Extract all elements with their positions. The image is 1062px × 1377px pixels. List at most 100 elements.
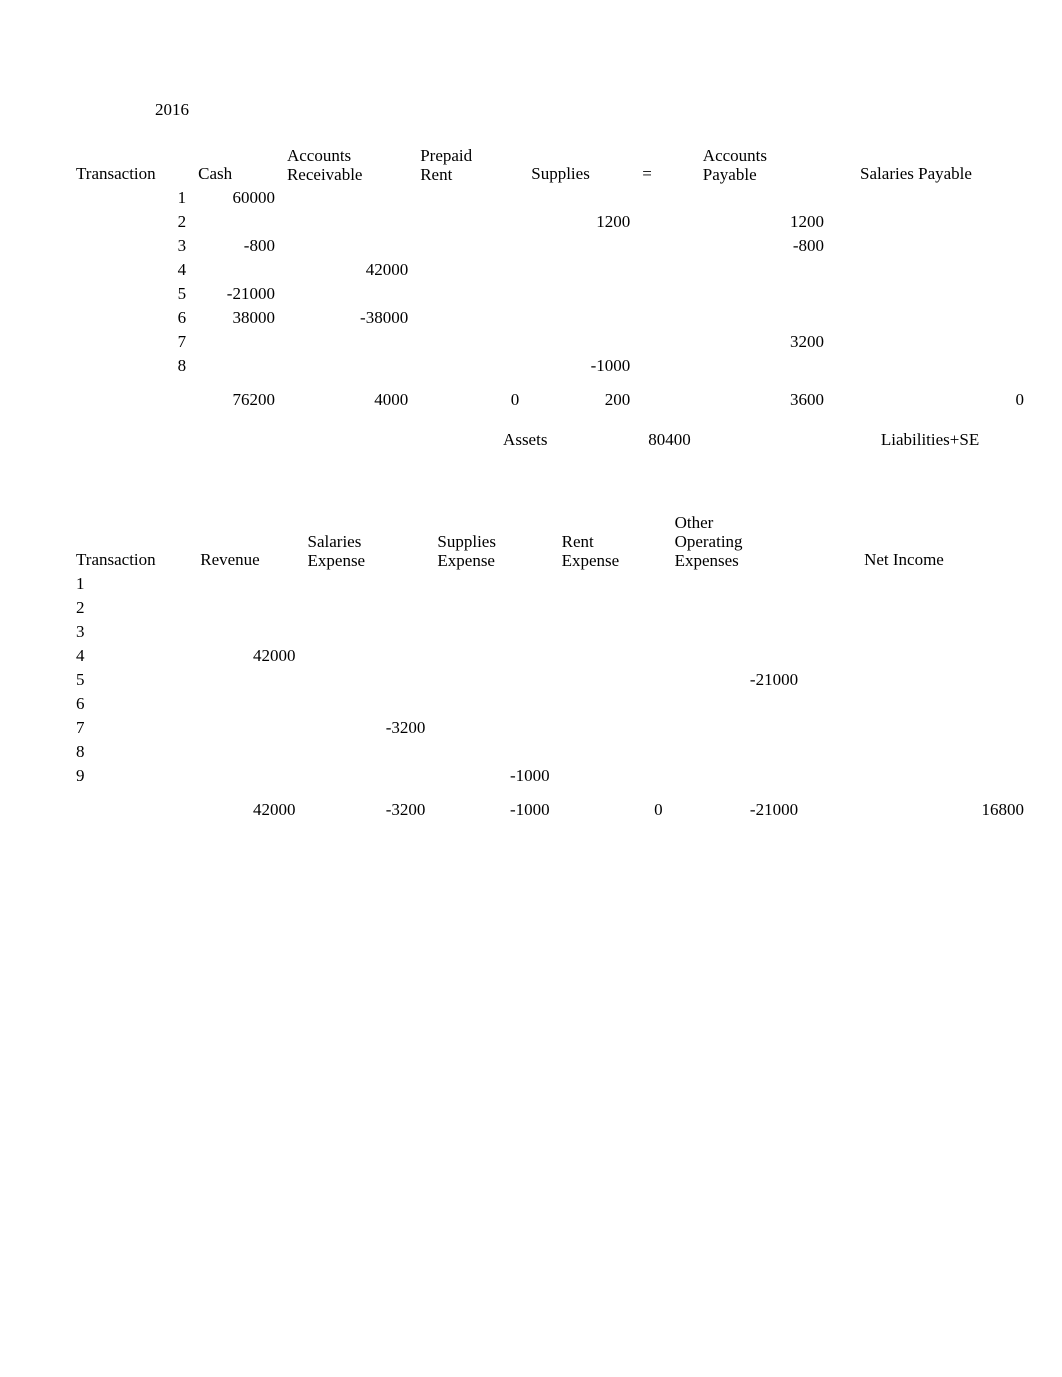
cell-ap xyxy=(697,258,830,282)
cell-revenue xyxy=(194,764,301,788)
liabilities-se-label: Liabilities+SE xyxy=(830,412,1030,452)
txn-number: 7 xyxy=(70,330,192,354)
hdr-accounts-receivable: AccountsReceivable xyxy=(281,145,414,186)
cell-ar xyxy=(281,210,414,234)
total-ap: 3600 xyxy=(697,378,830,412)
cell-salaries-expense xyxy=(302,764,432,788)
hdr2-rent-expense: RentExpense xyxy=(556,512,669,572)
cell-prepaid-rent xyxy=(414,306,525,330)
cell-ap: 3200 xyxy=(697,330,830,354)
table-row: 3-800-800 xyxy=(70,234,1030,258)
cell-rent-expense xyxy=(556,596,669,620)
cell-net-income xyxy=(804,644,1030,668)
cell-other-op-expenses: -21000 xyxy=(669,668,805,692)
cell-salaries-expense xyxy=(302,692,432,716)
cell-other-op-expenses xyxy=(669,716,805,740)
cell-other-op-expenses xyxy=(669,596,805,620)
cell-salaries-payable xyxy=(830,306,1030,330)
cell-net-income xyxy=(804,716,1030,740)
cell-ar xyxy=(281,282,414,306)
cell-supplies xyxy=(525,186,636,210)
txn-number: 7 xyxy=(70,716,194,740)
cell-ap xyxy=(697,306,830,330)
hdr-equals: = xyxy=(636,145,697,186)
cell-salaries-payable xyxy=(830,210,1030,234)
hdr-accounts-payable: AccountsPayable xyxy=(697,145,830,186)
cell-cash: -21000 xyxy=(192,282,281,306)
table-row: 7-3200 xyxy=(70,716,1030,740)
cell-rent-expense xyxy=(556,764,669,788)
cell-supplies-expense xyxy=(431,596,555,620)
cell-revenue xyxy=(194,692,301,716)
table1-totals-row: 76200 4000 0 200 3600 0 xyxy=(70,378,1030,412)
cell-salaries-payable xyxy=(830,258,1030,282)
cell-supplies: 1200 xyxy=(525,210,636,234)
cell-ap xyxy=(697,186,830,210)
table-row: 442000 xyxy=(70,644,1030,668)
hdr2-other-op-expenses: OtherOperatingExpenses xyxy=(669,512,805,572)
hdr-cash: Cash xyxy=(192,145,281,186)
txn-number: 4 xyxy=(70,644,194,668)
cell-other-op-expenses xyxy=(669,692,805,716)
cell-net-income xyxy=(804,740,1030,764)
cell-salaries-expense xyxy=(302,644,432,668)
cell-salaries-payable xyxy=(830,186,1030,210)
cell-revenue xyxy=(194,620,301,644)
hdr-supplies: Supplies xyxy=(525,145,636,186)
total-net-income: 16800 xyxy=(804,788,1030,822)
cell-prepaid-rent xyxy=(414,282,525,306)
cell-salaries-expense xyxy=(302,740,432,764)
cell-other-op-expenses xyxy=(669,572,805,596)
cell-supplies: -1000 xyxy=(525,354,636,378)
hdr-prepaid-rent: PrepaidRent xyxy=(414,145,525,186)
income-statement-table: Transaction Revenue SalariesExpense Supp… xyxy=(70,512,1030,822)
cell-revenue xyxy=(194,740,301,764)
cell-supplies-expense xyxy=(431,572,555,596)
cell-rent-expense xyxy=(556,716,669,740)
cell-supplies-expense xyxy=(431,644,555,668)
total-rent-expense: 0 xyxy=(556,788,669,822)
table-row: 2 xyxy=(70,596,1030,620)
total-revenue: 42000 xyxy=(194,788,301,822)
cell-supplies-expense: -1000 xyxy=(431,764,555,788)
cell-ar xyxy=(281,354,414,378)
table-row: 638000-38000 xyxy=(70,306,1030,330)
table-row: 9-1000 xyxy=(70,764,1030,788)
txn-number: 2 xyxy=(70,596,194,620)
table-row: 3 xyxy=(70,620,1030,644)
cell-prepaid-rent xyxy=(414,234,525,258)
txn-number: 5 xyxy=(70,282,192,306)
cell-prepaid-rent xyxy=(414,186,525,210)
cell-rent-expense xyxy=(556,572,669,596)
cell-cash: 38000 xyxy=(192,306,281,330)
cell-cash xyxy=(192,210,281,234)
cell-salaries-expense xyxy=(302,596,432,620)
hdr2-revenue: Revenue xyxy=(194,512,301,572)
cell-salaries-expense xyxy=(302,620,432,644)
cell-prepaid-rent xyxy=(414,210,525,234)
cell-ap: 1200 xyxy=(697,210,830,234)
cell-cash xyxy=(192,330,281,354)
hdr2-supplies-expense: SuppliesExpense xyxy=(431,512,555,572)
cell-net-income xyxy=(804,668,1030,692)
hdr2-transaction: Transaction xyxy=(70,512,194,572)
total-prepaid-rent: 0 xyxy=(414,378,525,412)
total-salaries-expense: -3200 xyxy=(302,788,432,822)
assets-total: 80400 xyxy=(636,412,697,452)
cell-supplies-expense xyxy=(431,692,555,716)
cell-salaries-payable xyxy=(830,282,1030,306)
cell-supplies-expense xyxy=(431,668,555,692)
cell-net-income xyxy=(804,692,1030,716)
table-row: 8 xyxy=(70,740,1030,764)
cell-rent-expense xyxy=(556,644,669,668)
year-label: 2016 xyxy=(155,100,1022,120)
cell-cash xyxy=(192,354,281,378)
txn-number: 8 xyxy=(70,740,194,764)
table-row: 212001200 xyxy=(70,210,1030,234)
cell-ar xyxy=(281,234,414,258)
cell-rent-expense xyxy=(556,692,669,716)
hdr2-net-income: Net Income xyxy=(804,512,1030,572)
assets-label: Assets xyxy=(414,412,636,452)
hdr2-salaries-expense: SalariesExpense xyxy=(302,512,432,572)
txn-number: 4 xyxy=(70,258,192,282)
